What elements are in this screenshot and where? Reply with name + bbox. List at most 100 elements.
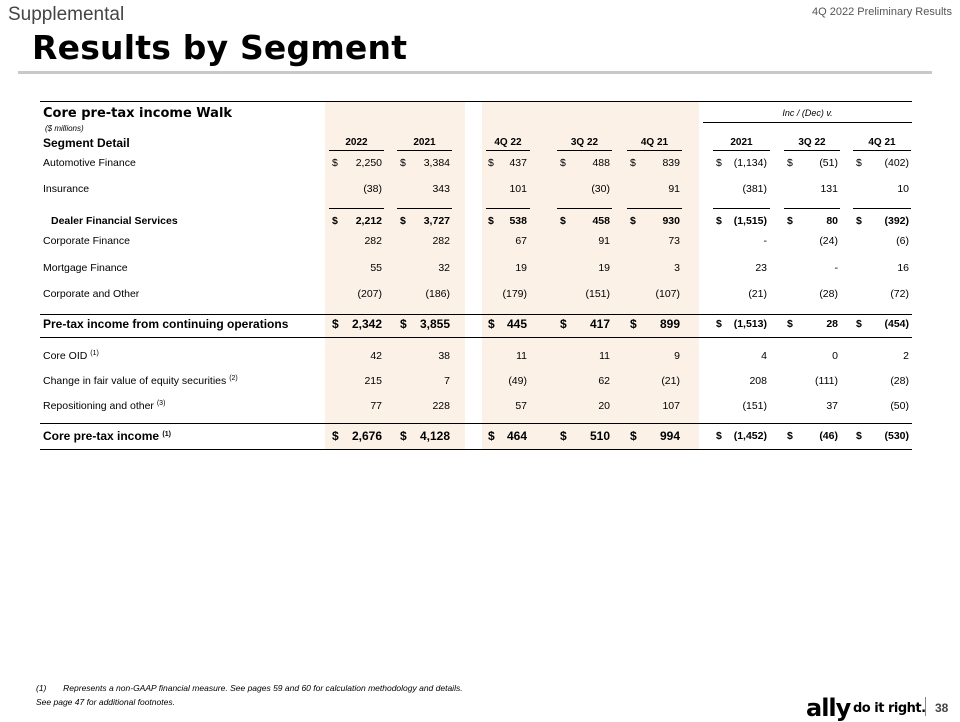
subtotal-underline [853,208,911,209]
table-cell: 994 [659,429,680,443]
column-header-underline [627,150,682,151]
table-cell: 437 [509,157,527,169]
dollar-sign: $ [630,215,636,227]
table-cell: 282 [432,235,450,247]
dollar-sign: $ [630,429,637,443]
table-cell: (207) [357,288,382,300]
table-cell: 4 [761,350,767,362]
dollar-sign: $ [560,215,566,227]
footnote-ref: (3) [156,400,166,407]
table-cell: 62 [598,375,610,387]
table-cell: 11 [599,350,610,362]
table-cell: 538 [509,215,527,227]
dollar-sign: $ [856,430,862,442]
row-label: Corporate Finance [43,235,130,247]
table-cell: (21) [661,375,680,387]
column-header: 4Q 21 [868,137,896,148]
table-cell: 37 [826,400,838,412]
dollar-sign: $ [856,157,862,169]
subtotal-underline [486,208,530,209]
footnote-1-number: (1) [36,683,47,693]
table-cell: 107 [662,400,680,412]
dollar-sign: $ [488,429,495,443]
column-header-underline [784,150,840,151]
dollar-sign: $ [400,215,406,227]
subtotal-underline [329,208,384,209]
table-cell: (49) [508,375,527,387]
row-label-text: Corporate and Other [43,288,140,300]
dollar-sign: $ [400,317,407,331]
table-cell: 2 [903,350,909,362]
table-cell: 91 [668,183,680,195]
row-label: Core pre-tax income (1) [43,429,171,443]
table-cell: 2,676 [351,429,382,443]
table-cell: 80 [826,215,838,227]
subtotal-underline [784,208,840,209]
footnote-1-text: Represents a non-GAAP financial measure.… [63,683,463,693]
table-cell: 19 [598,262,610,274]
table-cell: 32 [438,262,450,274]
row-label: Automotive Finance [43,157,136,169]
column-header: 4Q 22 [494,137,522,148]
dollar-sign: $ [787,157,793,169]
dollar-sign: $ [560,317,567,331]
title-rule [18,71,932,74]
table-cell: (50) [890,400,909,412]
column-header-underline [397,150,452,151]
table-cell: 38 [438,350,450,362]
table-cell: (179) [502,288,527,300]
table-cell: 0 [832,350,838,362]
table-cell: 4,128 [419,429,450,443]
dollar-sign: $ [560,157,566,169]
table-cell: 28 [826,318,838,330]
pretax-top-rule [40,314,912,315]
table-cell: (151) [742,400,767,412]
row-label-text: Change in fair value of equity securitie… [43,375,227,387]
table-cell: (38) [363,183,382,195]
dollar-sign: $ [716,430,722,442]
table-cell: 10 [897,183,909,195]
column-header-underline [557,150,612,151]
table-cell: 215 [364,375,382,387]
dollar-sign: $ [560,429,567,443]
subtotal-underline [713,208,770,209]
dollar-sign: $ [488,317,495,331]
table-cell: (46) [819,430,838,442]
table-cell: (30) [591,183,610,195]
quarterly-shading [482,102,699,450]
table-cell: 19 [515,262,527,274]
table-cell: 67 [515,235,527,247]
column-header-underline [713,150,770,151]
table-cell: (107) [655,288,680,300]
column-header: 4Q 21 [640,137,669,148]
row-label-text: Automotive Finance [43,157,136,169]
row-label-text: Repositioning and other [43,400,154,412]
table-cell: 57 [515,400,527,412]
dollar-sign: $ [332,215,338,227]
table-cell: 11 [516,350,527,362]
row-label: Dealer Financial Services [51,215,178,227]
table-cell: 3 [674,262,680,274]
report-label: 4Q 2022 Preliminary Results [811,6,952,18]
table-cell: (454) [884,318,909,330]
table-cell: 282 [364,235,382,247]
page-title: Results by Segment [32,28,408,67]
footnote-ref: (2) [229,375,238,382]
table-cell: (21) [748,288,767,300]
subtotal-underline [557,208,612,209]
table-cell: 91 [598,235,610,247]
footnote-1: (1) Represents a non-GAAP financial meas… [36,683,463,693]
dollar-sign: $ [787,430,793,442]
table-cell: (1,452) [733,430,767,442]
dollar-sign: $ [400,157,406,169]
table-cell: (381) [742,183,767,195]
dollar-sign: $ [787,318,793,330]
pretax-bottom-rule [40,337,912,338]
table-cell: 343 [432,183,450,195]
inc-dec-underline [703,122,912,123]
table-cell: (111) [815,375,838,387]
table-cell: 2,342 [351,317,382,331]
row-label-text: Corporate Finance [43,235,130,247]
table-cell: 510 [589,429,610,443]
table-cell: 2,212 [355,215,382,227]
